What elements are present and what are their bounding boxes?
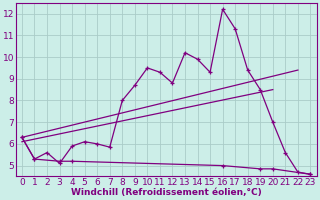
X-axis label: Windchill (Refroidissement éolien,°C): Windchill (Refroidissement éolien,°C) — [71, 188, 261, 197]
